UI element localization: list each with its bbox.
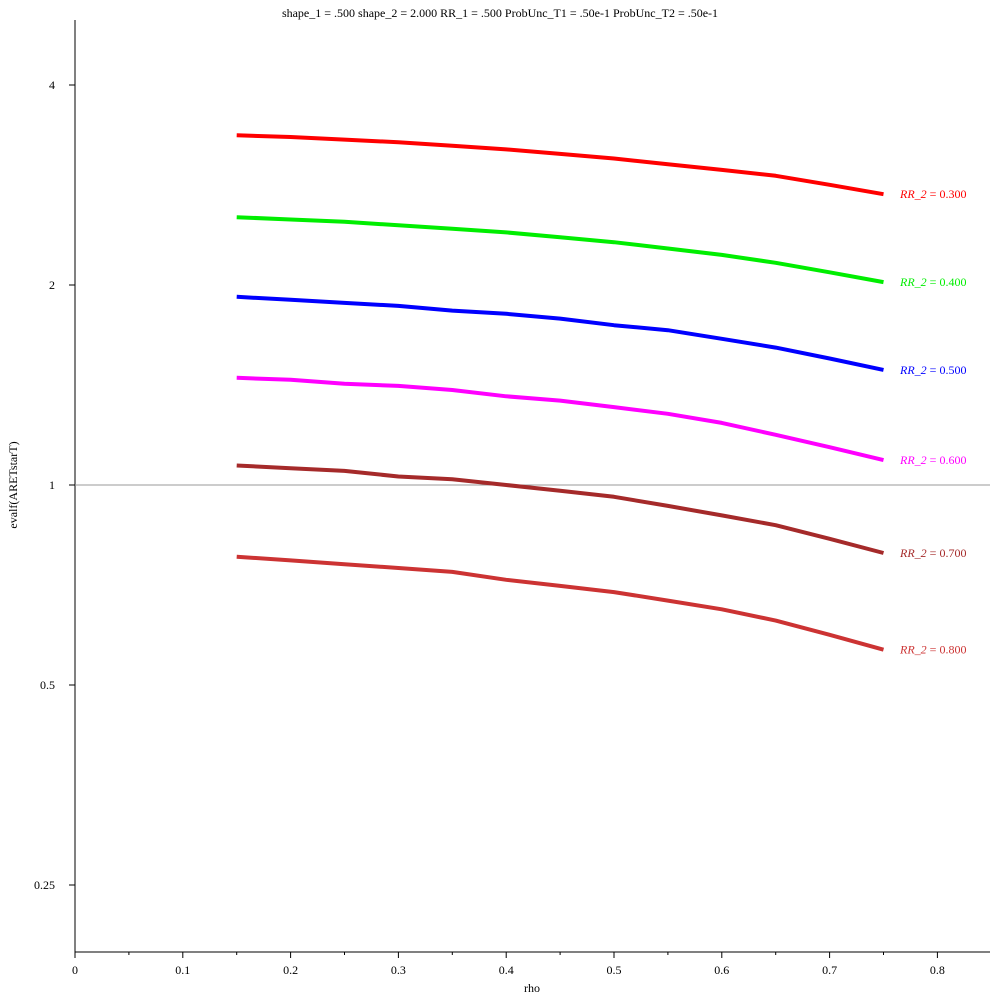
y-axis-ticks: 4 2 1 0.5 0.25 — [34, 78, 75, 892]
x-tick-label: 0 — [72, 963, 78, 977]
x-tick-label: 0.2 — [283, 963, 298, 977]
y-tick-label: 2 — [49, 278, 55, 292]
series-label-value: = 0.700 — [927, 546, 967, 560]
series-label-name: RR_2 — [899, 363, 927, 377]
y-tick-label: 0.5 — [40, 678, 55, 692]
series-label-4: RR_2 = 0.600 — [899, 453, 966, 467]
x-tick-label: 0.3 — [391, 963, 406, 977]
series-label-name: RR_2 — [899, 275, 927, 289]
series-label-value: = 0.500 — [927, 363, 967, 377]
y-axis-label: evalf(ARETstarT) — [6, 441, 20, 528]
series-label-value: = 0.300 — [927, 187, 967, 201]
series-label-2: RR_2 = 0.400 — [899, 275, 966, 289]
series-label-value: = 0.400 — [927, 275, 967, 289]
series-label-6: RR_2 = 0.800 — [899, 643, 966, 657]
series-line-4 — [236, 375, 884, 463]
series-label-name: RR_2 — [899, 453, 927, 467]
series-line-6 — [236, 554, 885, 652]
series-line-2 — [236, 215, 884, 285]
x-tick-label: 0.7 — [822, 963, 837, 977]
series-label-1: RR_2 = 0.300 — [899, 187, 966, 201]
series-label-3: RR_2 = 0.500 — [899, 363, 966, 377]
series-label-5: RR_2 = 0.700 — [899, 546, 966, 560]
x-tick-label: 0.8 — [930, 963, 945, 977]
y-tick-label: 0.25 — [34, 878, 55, 892]
y-tick-label: 1 — [49, 478, 55, 492]
series-line-3 — [236, 294, 884, 372]
series-label-name: RR_2 — [899, 546, 927, 560]
series-label-name: RR_2 — [899, 643, 927, 657]
y-tick-label: 4 — [49, 78, 55, 92]
x-tick-label: 0.5 — [607, 963, 622, 977]
x-tick-label: 0.6 — [714, 963, 729, 977]
series-label-value: = 0.800 — [927, 643, 967, 657]
series-label-name: RR_2 — [899, 187, 927, 201]
x-axis-ticks: 0 0.1 0.2 0.3 0.4 0.5 0.6 0.7 0.8 — [72, 952, 945, 977]
x-axis-label: rho — [524, 981, 540, 995]
chart-title: shape_1 = .500 shape_2 = 2.000 RR_1 = .5… — [282, 6, 718, 20]
series-lines — [236, 133, 885, 652]
series-line-5 — [236, 463, 885, 555]
x-tick-label: 0.1 — [175, 963, 190, 977]
x-tick-label: 0.4 — [499, 963, 514, 977]
series-label-value: = 0.600 — [927, 453, 967, 467]
series-line-1 — [236, 133, 884, 197]
